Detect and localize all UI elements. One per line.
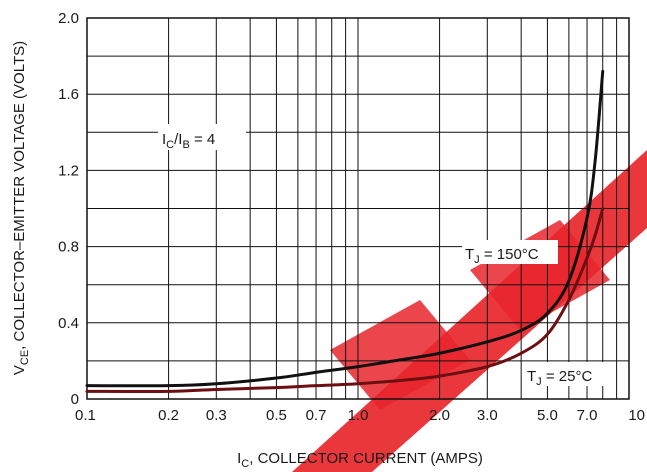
annotation-tj150: TJ = 150°C xyxy=(462,240,558,266)
x-axis-label-sub: C xyxy=(241,458,249,470)
x-tick-label: 0.1 xyxy=(75,407,96,424)
x-tick-label: 0.3 xyxy=(206,407,227,424)
x-tick-label: 0.2 xyxy=(158,407,179,424)
x-tick-label: 7.0 xyxy=(577,407,598,424)
annotation-tj150-sub: J xyxy=(474,254,480,266)
annotation-tj25-sub: J xyxy=(536,376,542,388)
y-axis-label-sub: CE xyxy=(19,350,31,365)
x-axis-label-main: I xyxy=(237,450,241,467)
y-tick-labels: 0 0.4 0.8 1.2 1.6 2.0 xyxy=(58,10,79,408)
svg-text:IC/IB = 4: IC/IB = 4 xyxy=(162,131,215,151)
plot-frame xyxy=(86,17,630,400)
x-tick-label: 1.0 xyxy=(348,407,369,424)
annotation-ratio-mid: /I xyxy=(174,131,182,148)
y-tick-label: 1.6 xyxy=(58,86,79,103)
svg-text:TJ = 25°C: TJ = 25°C xyxy=(527,368,592,388)
x-axis-label-rest: , COLLECTOR CURRENT (AMPS) xyxy=(249,450,483,467)
x-tick-label: 0.7 xyxy=(306,407,327,424)
y-tick-label: 2.0 xyxy=(58,10,79,27)
annotation-ratio-sub: C xyxy=(166,139,174,151)
annotation-ratio-sub2: B xyxy=(182,139,189,151)
series-line-tj25 xyxy=(85,69,605,388)
annotation-tj25: TJ = 25°C xyxy=(524,362,610,388)
chart-grid xyxy=(87,18,629,399)
watermark-block xyxy=(470,220,610,330)
annotation-tj25-main: T xyxy=(527,368,536,385)
x-axis-label: IC, COLLECTOR CURRENT (AMPS) xyxy=(237,450,483,470)
annotation-ratio-main: I xyxy=(162,131,166,148)
y-axis-label-main: V xyxy=(11,365,28,375)
annotation-ratio-rest: = 4 xyxy=(190,131,215,148)
series-line-tj150 xyxy=(85,207,605,394)
y-axis-label: VCE, COLLECTOR–EMITTER VOLTAGE (VOLTS) xyxy=(11,41,31,375)
x-tick-labels: 0.1 0.2 0.3 0.5 0.7 1.0 2.0 3.0 5.0 7.0 10 xyxy=(75,407,645,424)
x-tick-label: 0.5 xyxy=(266,407,287,424)
y-tick-label: 0.8 xyxy=(58,239,79,256)
series-layer xyxy=(85,69,605,394)
annotation-tj150-rest: = 150°C xyxy=(480,246,539,263)
y-tick-label: 1.2 xyxy=(58,162,79,179)
x-tick-label: 5.0 xyxy=(537,407,558,424)
y-tick-label: 0 xyxy=(71,391,79,408)
annotation-tj25-rest: = 25°C xyxy=(542,368,593,385)
annotation-ratio: IC/IB = 4 xyxy=(158,124,246,151)
annotation-tj150-main: T xyxy=(465,246,474,263)
y-axis-label-rest: , COLLECTOR–EMITTER VOLTAGE (VOLTS) xyxy=(11,41,28,350)
x-tick-label: 2.0 xyxy=(429,407,450,424)
x-tick-label: 3.0 xyxy=(477,407,498,424)
svg-text:TJ = 150°C: TJ = 150°C xyxy=(465,246,539,266)
x-tick-label: 10 xyxy=(628,407,645,424)
y-tick-label: 0.4 xyxy=(58,315,79,332)
